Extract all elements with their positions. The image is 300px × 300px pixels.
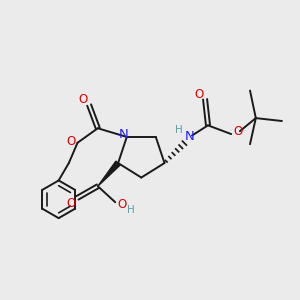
Text: N: N	[185, 130, 195, 142]
Text: O: O	[117, 198, 126, 211]
Text: H: H	[127, 205, 135, 215]
Text: O: O	[194, 88, 203, 100]
Text: H: H	[175, 125, 183, 135]
Text: O: O	[79, 93, 88, 106]
Text: O: O	[67, 196, 76, 210]
Text: O: O	[67, 135, 76, 148]
Text: O: O	[233, 125, 242, 138]
Polygon shape	[98, 161, 120, 186]
Text: N: N	[118, 128, 128, 141]
